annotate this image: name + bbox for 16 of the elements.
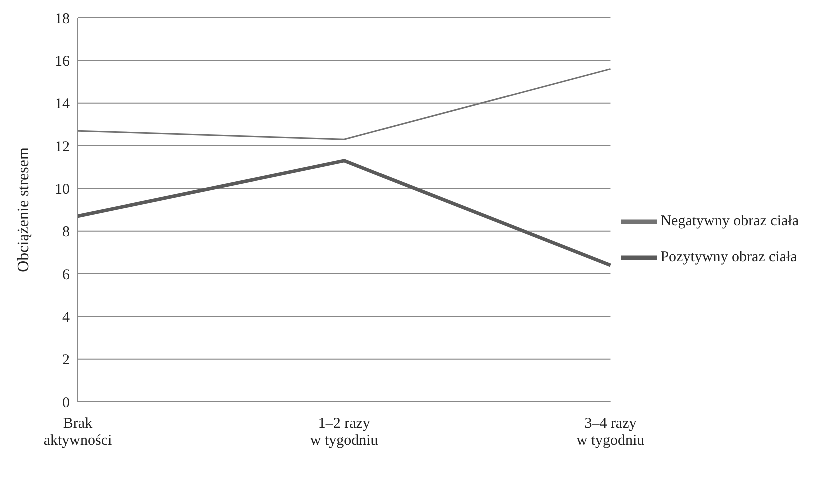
y-tick-label: 10 [55, 182, 70, 198]
x-tick-label: Brak aktywności [44, 416, 112, 449]
x-tick-label: 1–2 razy w tygodniu [310, 416, 379, 449]
y-axis-title: Obciążenie stresem [16, 147, 33, 272]
legend-label: Negatywny obraz ciała [660, 213, 799, 230]
y-tick-label: 0 [62, 395, 70, 412]
y-tick-label: 14 [55, 96, 70, 113]
y-tick-label: 2 [62, 352, 70, 369]
y-tick-label: 18 [55, 11, 70, 28]
x-tick-label: 3–4 razy w tygodniu [576, 416, 646, 449]
y-tick-label: 16 [55, 54, 70, 70]
y-tick-label: 8 [62, 224, 70, 241]
y-tick-label: 12 [55, 139, 70, 156]
y-tick-label: 4 [62, 310, 70, 326]
legend-label: Pozytywny obraz ciała [660, 249, 798, 266]
y-tick-label: 6 [62, 267, 70, 284]
